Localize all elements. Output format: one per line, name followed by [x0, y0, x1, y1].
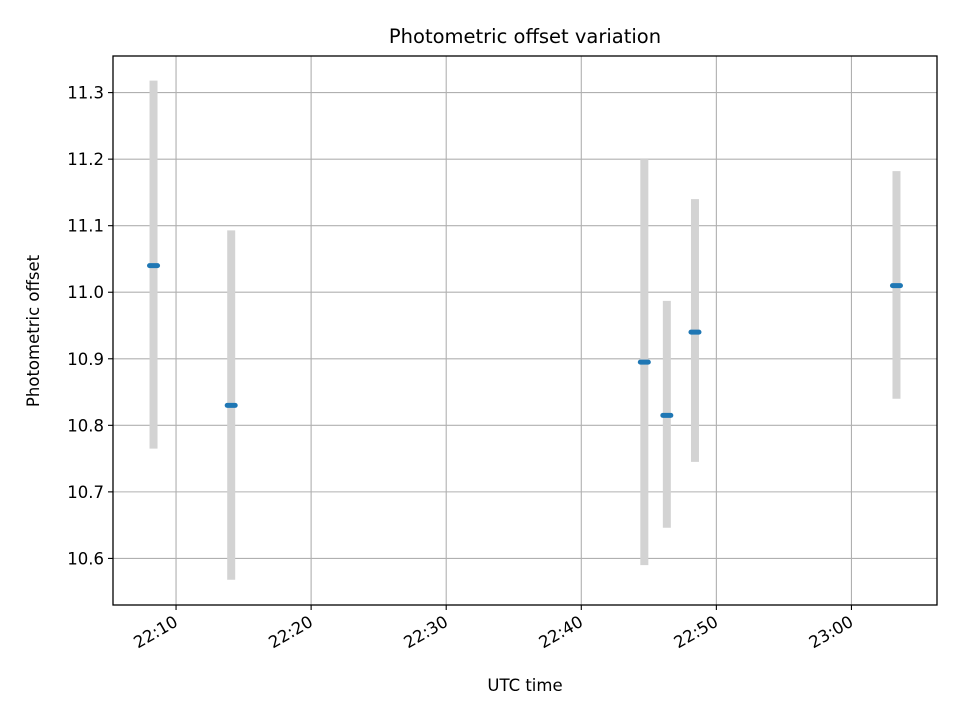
plot-frame	[112, 55, 938, 606]
y-tick-label: 10.8	[67, 416, 104, 435]
chart-title: Photometric offset variation	[389, 25, 661, 48]
y-tick-label: 11.3	[67, 84, 104, 103]
point-layer	[147, 263, 903, 418]
y-tick-label: 10.9	[67, 350, 104, 369]
x-axis-title: UTC time	[487, 676, 562, 695]
y-tick-label: 10.7	[67, 483, 104, 502]
y-tick-label: 11.2	[67, 150, 104, 169]
grid-layer	[113, 56, 937, 605]
plot-area	[113, 56, 937, 605]
y-tick-label: 11.1	[67, 217, 104, 236]
y-axis-ticks: 10.6 10.7 10.8 10.9 11.0 11.1 11.2 11.3	[67, 84, 113, 568]
y-tick-label: 10.6	[67, 549, 104, 568]
y-tick-label: 11.0	[67, 283, 104, 302]
y-axis-title: Photometric offset	[24, 254, 43, 407]
